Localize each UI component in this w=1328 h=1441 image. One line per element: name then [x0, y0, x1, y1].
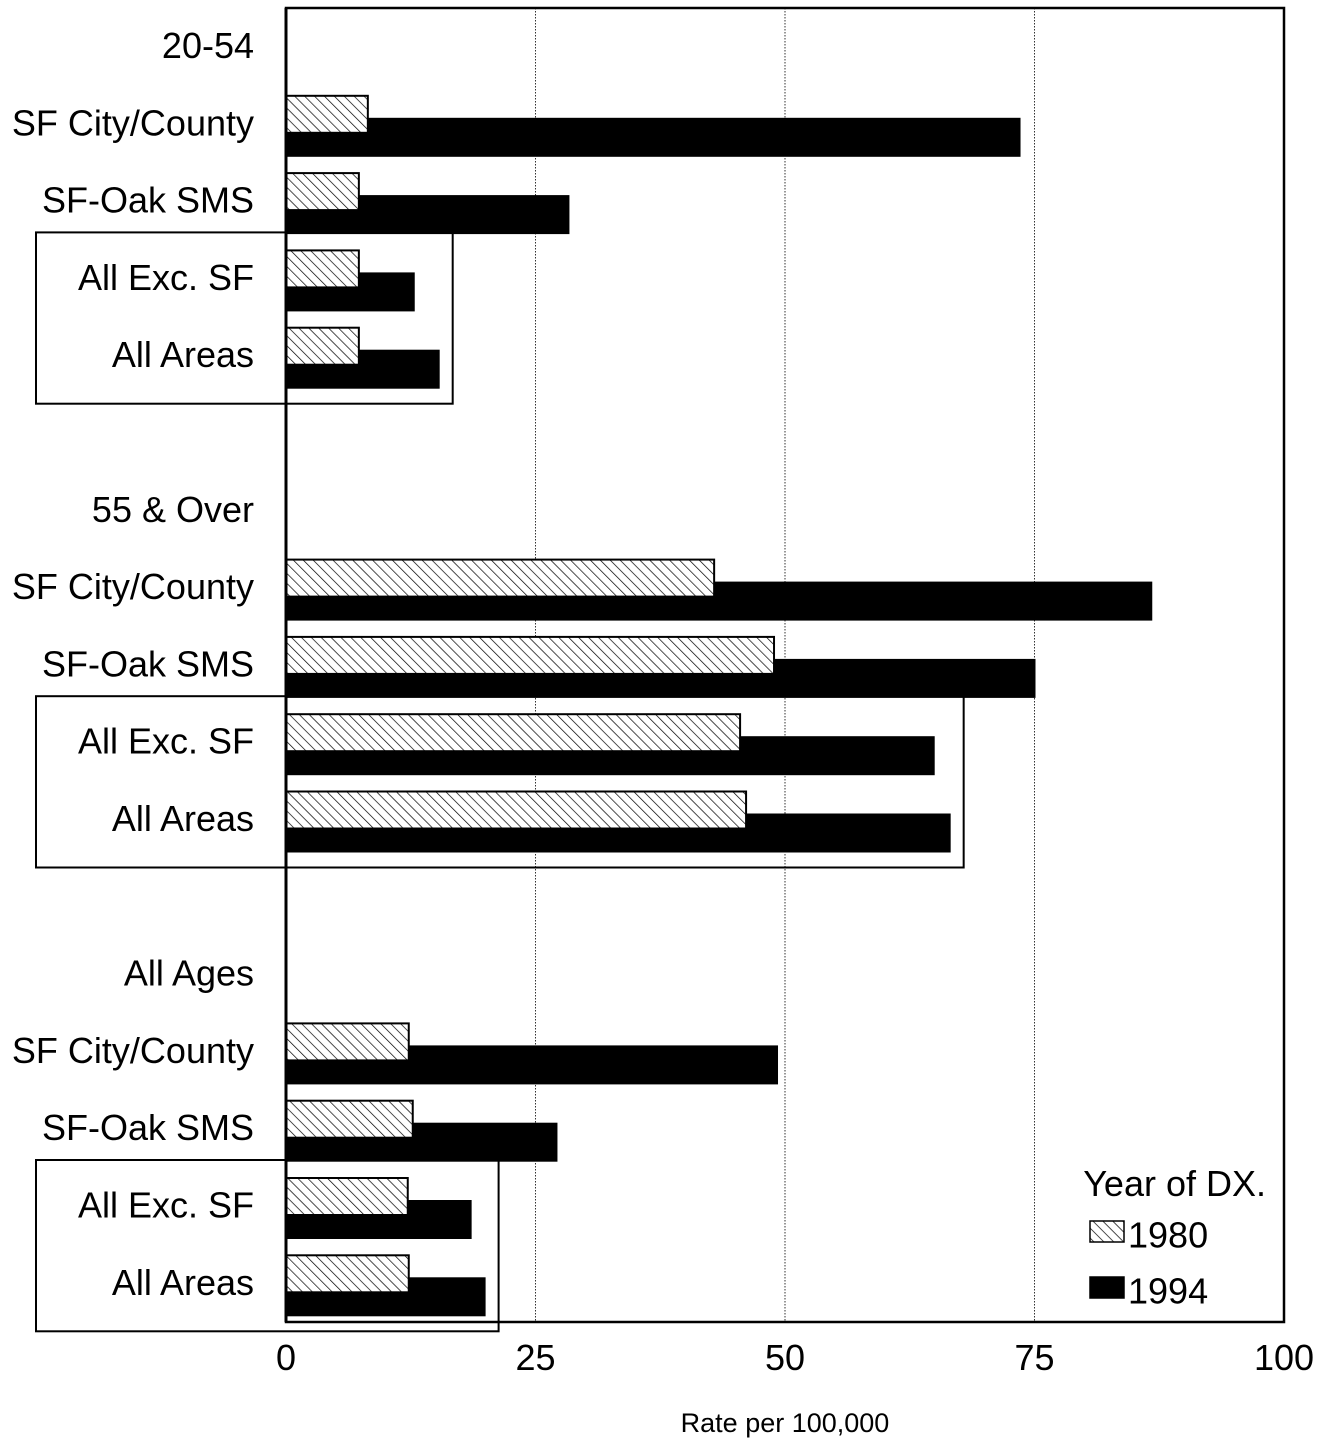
row-label: SF City/County — [12, 566, 254, 607]
bar-1980 — [285, 94, 369, 134]
row-label: All Areas — [112, 798, 254, 839]
bar-1980 — [285, 249, 360, 289]
row-label: SF City/County — [12, 102, 254, 143]
bar-1980 — [285, 172, 360, 212]
highlight-box — [35, 1159, 500, 1333]
group-label: 55 & Over — [92, 489, 254, 530]
row-label: All Areas — [112, 334, 254, 375]
bar-1980 — [285, 326, 360, 366]
row-label: All Exc. SF — [78, 721, 254, 762]
row-label: All Exc. SF — [78, 257, 254, 298]
x-tick-labels: 0 25 50 75 100 — [276, 1337, 1314, 1378]
row-label: SF City/County — [12, 1030, 254, 1071]
legend-label-1980: 1980 — [1128, 1215, 1208, 1256]
x-axis-label: Rate per 100,000 — [681, 1408, 890, 1438]
x-tick-label: 75 — [1014, 1337, 1054, 1378]
bar-1980 — [285, 558, 716, 598]
bar-1980 — [285, 1099, 414, 1139]
bar-1980 — [285, 790, 748, 830]
row-label: SF-Oak SMS — [42, 1107, 254, 1148]
row-label: SF-Oak SMS — [42, 180, 254, 221]
bar-1980 — [285, 1177, 409, 1216]
highlight-boxes — [35, 231, 965, 1333]
highlight-box — [35, 231, 454, 405]
bar-1980 — [285, 713, 742, 753]
row-label: All Exc. SF — [78, 1185, 254, 1226]
group-label: 20-54 — [162, 25, 254, 66]
bars — [285, 94, 1153, 1317]
legend: Year of DX. 1980 1994 — [1083, 1163, 1266, 1312]
x-tick-label: 100 — [1254, 1337, 1314, 1378]
x-tick-label: 50 — [765, 1337, 805, 1378]
group-label: All Ages — [124, 953, 254, 994]
legend-label-1994: 1994 — [1128, 1271, 1208, 1312]
bar-1980 — [285, 1254, 410, 1294]
category-labels: 20-54 SF City/County SF-Oak SMS All Exc. SF… — [12, 25, 254, 1303]
axes — [284, 6, 1286, 1324]
bar-1994 — [286, 117, 1021, 157]
x-tick-label: 25 — [515, 1337, 555, 1378]
row-label: All Areas — [112, 1262, 254, 1303]
row-label: SF-Oak SMS — [42, 643, 254, 684]
bar-1980 — [285, 1022, 410, 1062]
legend-swatch-1980 — [1089, 1220, 1125, 1243]
bar-1980 — [285, 635, 776, 675]
legend-title: Year of DX. — [1083, 1163, 1266, 1204]
legend-swatch-1994 — [1089, 1276, 1125, 1299]
x-tick-label: 0 — [276, 1337, 296, 1378]
